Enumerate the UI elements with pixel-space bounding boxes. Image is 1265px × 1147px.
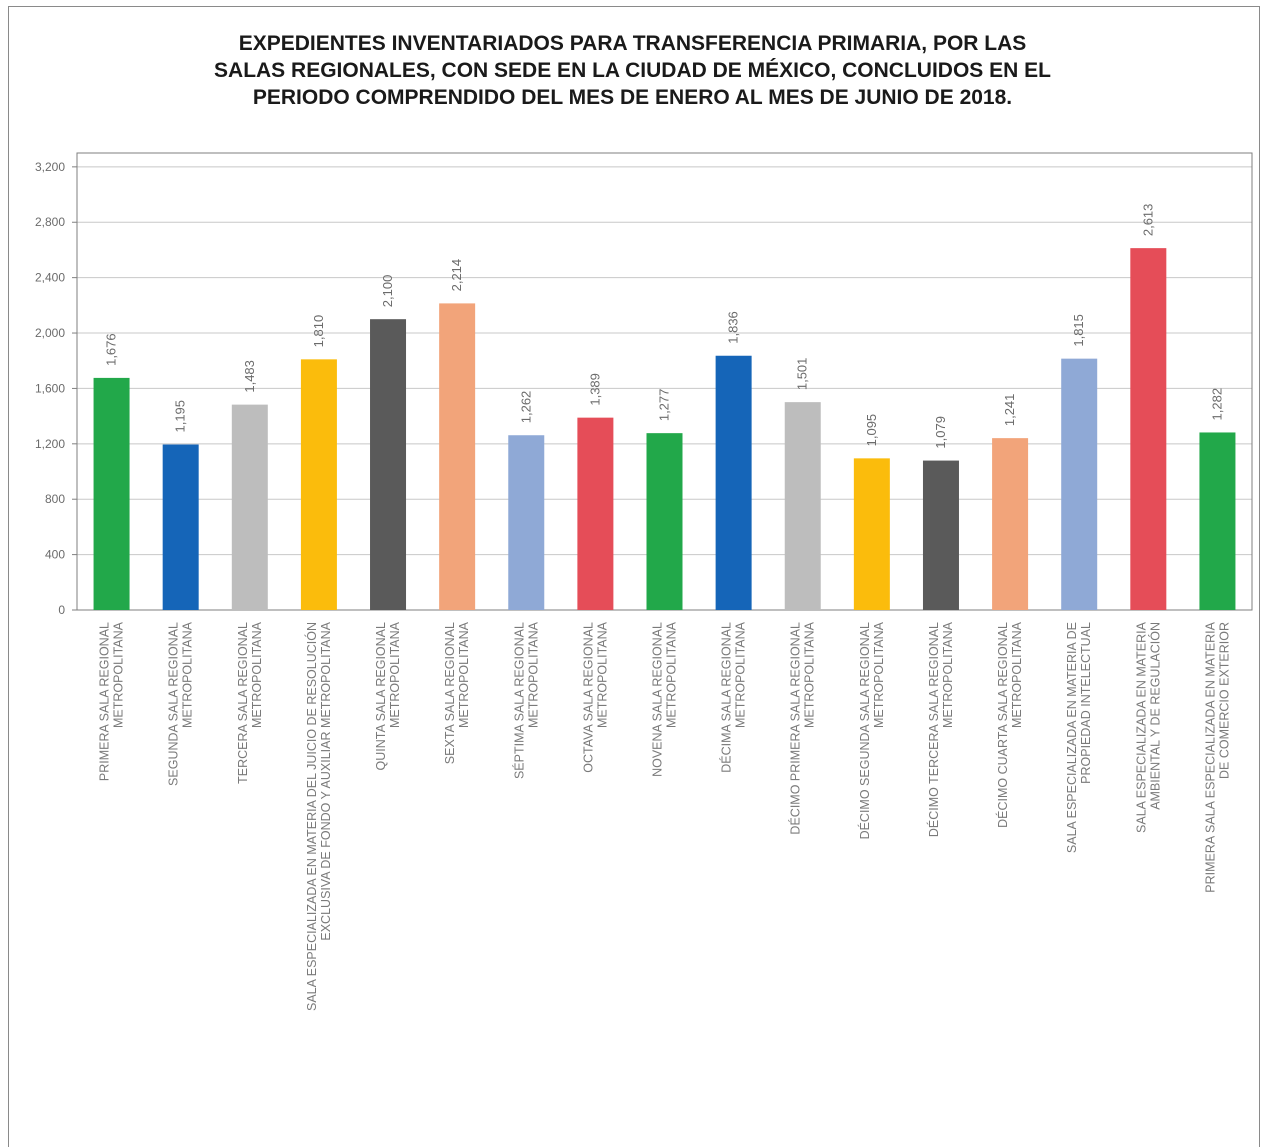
category-label: DÉCIMO CUARTA SALA REGIONAL [995,622,1010,828]
category-label: DÉCIMA SALA REGIONAL [719,622,734,773]
data-label: 1,277 [657,389,672,422]
chart-title: EXPEDIENTES INVENTARIADOS PARA TRANSFERE… [60,30,1205,111]
bar [646,433,683,610]
y-tick-label: 1,200 [35,437,65,451]
bar [93,377,130,610]
bar [162,444,199,610]
category-label: METROPOLITANA [595,621,609,728]
bar [784,402,821,610]
category-label: PRIMERA SALA ESPECIALIZADA EN MATERIA [1203,621,1217,892]
category-label: DÉCIMO SEGUNDA SALA REGIONAL [857,622,872,839]
y-tick-label: 2,800 [35,215,65,229]
y-tick-label: 0 [58,603,65,617]
data-label: 1,501 [795,358,810,391]
category-label: OCTAVA SALA REGIONAL [581,622,595,773]
bar [300,359,337,610]
y-tick-label: 400 [45,548,65,562]
data-label: 1,095 [864,414,879,447]
category-label: DE COMERCIO EXTERIOR [1217,622,1231,779]
data-label: 1,836 [726,311,741,344]
bar [922,460,959,610]
data-label: 1,195 [173,400,188,433]
category-label: METROPOLITANA [734,621,748,728]
category-label: SALA ESPECIALIZADA EN MATERIA DEL JUICIO… [304,622,319,1011]
y-tick-label: 2,000 [35,326,65,340]
data-label: 1,262 [518,391,533,424]
category-label: DÉCIMO TERCERA SALA REGIONAL [926,622,941,837]
y-tick-label: 1,600 [35,381,65,395]
title-line-2: SALAS REGIONALES, CON SEDE EN LA CIUDAD … [214,59,1051,82]
bar [715,355,752,610]
category-label: METROPOLITANA [872,621,886,728]
category-label: PRIMERA SALA REGIONAL [98,622,112,781]
category-label: DÉCIMO PRIMERA SALA REGIONAL [788,622,803,835]
y-tick-label: 3,200 [35,160,65,174]
category-label: EXCLUSIVA DE FONDO Y AUXILIAR METROPOLIT… [319,621,333,940]
bar [577,417,614,610]
category-label: METROPOLITANA [250,621,264,728]
data-label: 1,483 [242,360,257,393]
category-label: SALA ESPECIALIZADA EN MATERIA DE [1065,622,1079,853]
bar [508,435,545,610]
category-label: SÉPTIMA SALA REGIONAL [511,622,526,779]
category-label: METROPOLITANA [457,621,471,728]
category-label: METROPOLITANA [181,621,195,728]
category-label: METROPOLITANA [941,621,955,728]
data-label: 2,214 [449,259,464,292]
bar [853,458,890,610]
bar [992,438,1029,610]
category-label: METROPOLITANA [112,621,126,728]
data-label: 2,613 [1140,204,1155,237]
data-label: 1,676 [104,333,119,366]
data-label: 2,100 [380,275,395,308]
category-label: METROPOLITANA [388,621,402,728]
bar [1199,432,1236,610]
category-label: QUINTA SALA REGIONAL [374,622,388,770]
data-label: 1,079 [933,416,948,449]
bar [1130,248,1167,610]
data-label: 1,389 [587,373,602,406]
category-label: METROPOLITANA [665,621,679,728]
category-label: SALA ESPECIALIZADA EN MATERIA [1134,621,1148,833]
chart-frame [8,6,1260,1147]
category-label: SEGUNDA SALA REGIONAL [167,622,181,786]
data-label: 1,282 [1209,388,1224,421]
category-label: TERCERA SALA REGIONAL [236,622,250,784]
category-label: METROPOLITANA [1010,621,1024,728]
category-label: METROPOLITANA [526,621,540,728]
y-tick-label: 800 [45,492,65,506]
category-label: METROPOLITANA [803,621,817,728]
category-label: PROPIEDAD INTELECTUAL [1079,622,1093,784]
y-tick-label: 2,400 [35,271,65,285]
category-label: NOVENA SALA REGIONAL [651,622,665,777]
category-label: SEXTA SALA REGIONAL [443,622,457,764]
data-label: 1,815 [1071,314,1086,347]
bar [1061,358,1098,610]
category-label: AMBIENTAL Y DE REGULACIÓN [1147,622,1162,810]
title-line-3: PERIODO COMPRENDIDO DEL MES DE ENERO AL … [252,86,1013,109]
data-label: 1,810 [311,315,326,348]
data-label: 1,241 [1002,394,1017,427]
bar [370,319,407,610]
bar [231,404,268,610]
title-line-1: EXPEDIENTES INVENTARIADOS PARA TRANSFERE… [238,32,1027,55]
bar [439,303,476,610]
